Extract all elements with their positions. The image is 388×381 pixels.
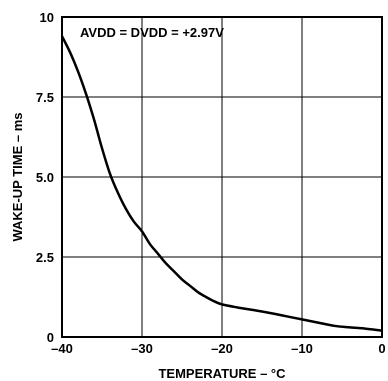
y-tick-labels: 10 7.5 5.0 2.5 0 [36, 10, 54, 345]
x-tick-label: 0 [378, 341, 385, 356]
y-tick-label: 10 [40, 10, 54, 25]
plot-frame [61, 16, 383, 338]
annotation: AVDD = DVDD = +2.97V [80, 25, 224, 40]
x-tick-label: –20 [211, 341, 233, 356]
x-tick-label: –30 [131, 341, 153, 356]
x-axis-title: TEMPERATURE – °C [158, 366, 286, 381]
y-tick-label: 2.5 [36, 250, 54, 265]
y-axis-title: WAKE-UP TIME – ms [10, 112, 25, 241]
grid-lines [62, 17, 382, 337]
x-tick-labels: –40 –30 –20 –10 0 [51, 341, 385, 356]
y-tick-label: 0 [47, 330, 54, 345]
y-tick-label: 7.5 [36, 90, 54, 105]
y-tick-label: 5.0 [36, 170, 54, 185]
series-line [60, 35, 383, 332]
x-tick-label: –40 [51, 341, 73, 356]
x-tick-label: –10 [291, 341, 313, 356]
